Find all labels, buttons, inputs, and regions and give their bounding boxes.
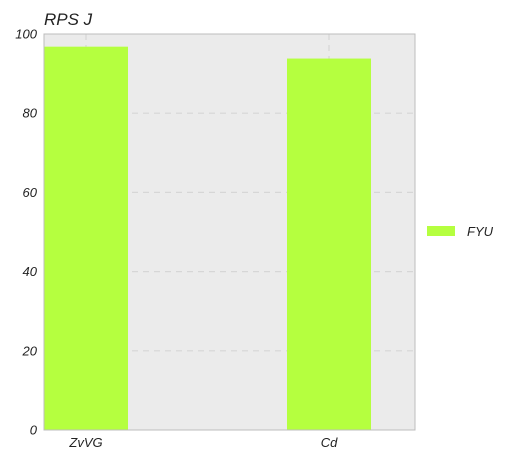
y-tick-label: 60 [23,185,38,200]
chart-title: RPS J [44,10,93,29]
bar-cd [287,58,371,430]
y-tick-label: 40 [23,264,38,279]
plot-frame [43,33,416,431]
legend: FYU [427,224,494,239]
bar-zvvg [44,46,128,431]
x-axis: ZvVG Cd [68,435,338,450]
y-tick-label: 20 [22,343,38,358]
y-tick-label: 100 [15,27,37,42]
y-tick-label: 80 [23,106,38,121]
x-tick-label: Cd [321,435,338,450]
x-tick-label: ZvVG [68,435,102,450]
bars [44,46,371,431]
y-axis: 0 20 40 60 80 100 [15,27,37,438]
y-tick-label: 0 [30,423,38,438]
legend-label: FYU [467,224,494,239]
legend-swatch [427,226,455,236]
